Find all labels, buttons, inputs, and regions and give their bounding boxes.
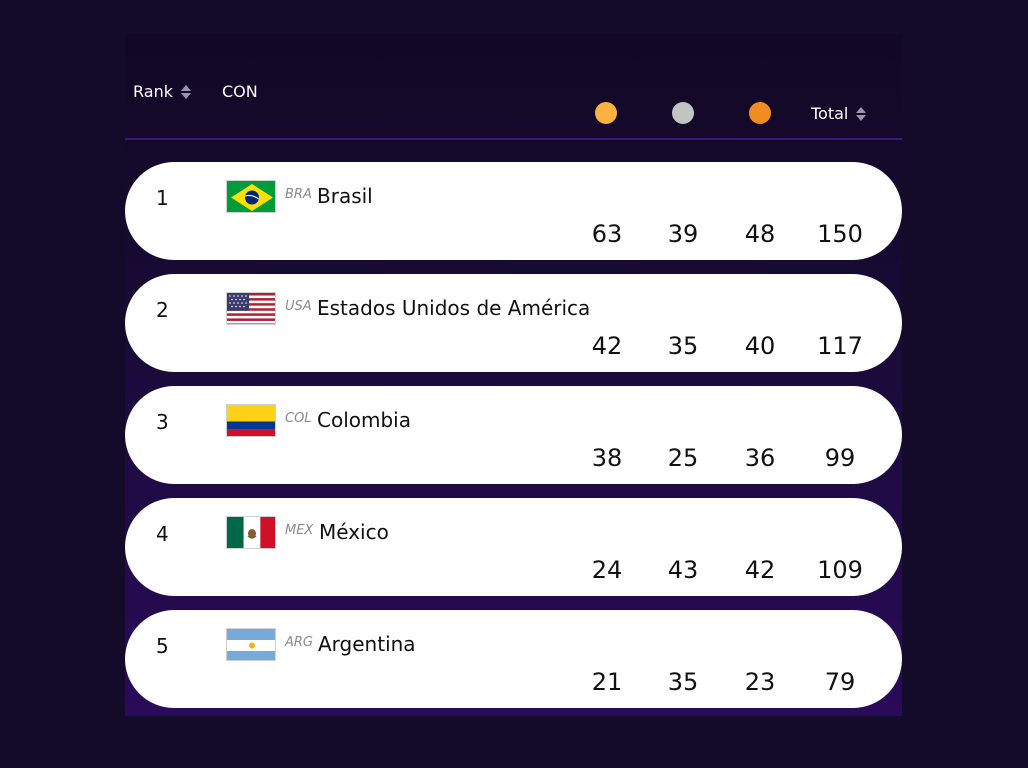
country-code: MEX	[285, 523, 314, 538]
rank-header-label: Rank	[133, 82, 173, 101]
total-count: 79	[824, 668, 856, 696]
bronze-count: 48	[744, 220, 776, 248]
total-count: 99	[824, 444, 856, 472]
total-header-label: Total	[811, 104, 849, 123]
country-name: México	[319, 520, 389, 544]
sort-arrows-icon	[180, 84, 191, 99]
gold-count: 24	[591, 556, 623, 584]
country-code: COL	[285, 411, 312, 426]
silver-count: 35	[667, 332, 699, 360]
gold-count: 42	[591, 332, 623, 360]
brazil-flag-icon	[226, 180, 276, 213]
total-sort-header[interactable]: Total	[811, 104, 867, 123]
country-code: BRA	[285, 187, 312, 202]
country-code: ARG	[285, 635, 313, 650]
medal-table: Rank CON Total 1 BRA Br	[125, 34, 902, 716]
rank-value: 3	[156, 410, 169, 434]
colombia-flag-icon	[226, 404, 276, 437]
bronze-count: 42	[744, 556, 776, 584]
silver-count: 35	[667, 668, 699, 696]
table-row[interactable]: 5 ARG Argentina 21 35 23 79	[125, 610, 902, 708]
rank-sort-header[interactable]: Rank	[133, 82, 191, 101]
silver-count: 39	[667, 220, 699, 248]
table-row[interactable]: 3 COL Colombia 38 25 36 99	[125, 386, 902, 484]
total-count: 150	[817, 220, 863, 248]
rank-value: 1	[156, 186, 169, 210]
gold-count: 21	[591, 668, 623, 696]
mexico-flag-icon	[226, 516, 276, 549]
country-name: Colombia	[317, 408, 411, 432]
country-name: Estados Unidos de América	[317, 296, 591, 320]
gold-medal-icon	[595, 102, 617, 124]
total-count: 109	[817, 556, 863, 584]
gold-count: 63	[591, 220, 623, 248]
country-name: Argentina	[318, 632, 416, 656]
country-code: USA	[285, 299, 312, 314]
table-header: Rank CON Total	[125, 34, 902, 140]
silver-count: 25	[667, 444, 699, 472]
con-header: CON	[222, 82, 258, 101]
silver-medal-icon	[672, 102, 694, 124]
total-count: 117	[817, 332, 863, 360]
rank-value: 2	[156, 298, 169, 322]
bronze-count: 40	[744, 332, 776, 360]
usa-flag-icon	[226, 292, 276, 325]
rank-value: 5	[156, 634, 169, 658]
silver-count: 43	[667, 556, 699, 584]
table-row[interactable]: 4 MEX México 24 43 42 109	[125, 498, 902, 596]
bronze-medal-icon	[749, 102, 771, 124]
table-row[interactable]: 1 BRA Brasil 63 39 48 150	[125, 162, 902, 260]
rank-value: 4	[156, 522, 169, 546]
gold-count: 38	[591, 444, 623, 472]
bronze-count: 36	[744, 444, 776, 472]
country-name: Brasil	[317, 184, 373, 208]
con-header-label: CON	[222, 82, 258, 101]
bronze-count: 23	[744, 668, 776, 696]
table-row[interactable]: 2	[125, 274, 902, 372]
argentina-flag-icon	[226, 628, 276, 661]
sort-arrows-icon	[856, 106, 867, 121]
